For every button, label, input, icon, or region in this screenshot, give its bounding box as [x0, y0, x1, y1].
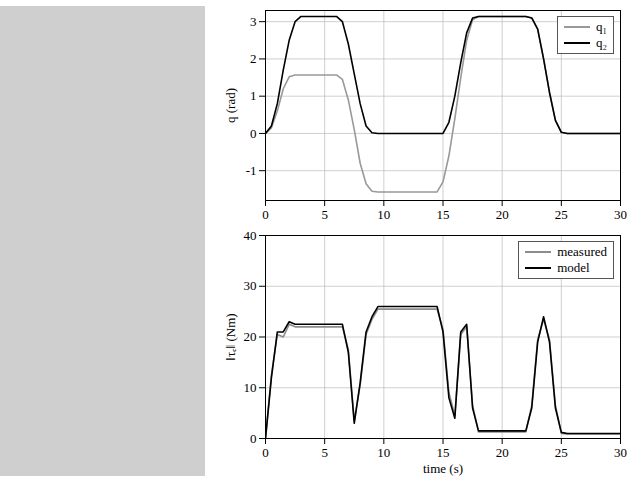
svg-text:0: 0: [262, 207, 269, 222]
svg-text:30: 30: [244, 278, 257, 293]
svg-text:30: 30: [614, 445, 627, 460]
html-text:q₁: q₁: [596, 19, 607, 34]
svg-text:q (rad): q (rad): [223, 88, 238, 123]
svg-text:0: 0: [250, 431, 257, 446]
svg-text:30: 30: [614, 207, 627, 222]
svg-text:0: 0: [250, 126, 257, 141]
svg-text:5: 5: [321, 445, 328, 460]
svg-text:2: 2: [250, 51, 257, 66]
svg-text:1: 1: [250, 88, 257, 103]
svg-text:10: 10: [377, 445, 390, 460]
svg-text:20: 20: [496, 445, 509, 460]
svg-text:20: 20: [496, 207, 509, 222]
html-text:q₂: q₂: [596, 35, 607, 50]
svg-text:40: 40: [244, 228, 257, 243]
html-text:model: model: [557, 260, 590, 275]
svg-text:10: 10: [244, 380, 257, 395]
svg-text:25: 25: [555, 207, 568, 222]
svg-text:15: 15: [437, 445, 450, 460]
svg-text:time (s): time (s): [423, 461, 463, 476]
svg-text:20: 20: [244, 329, 257, 344]
html-text:measured: measured: [557, 244, 607, 259]
svg-text:10: 10: [377, 207, 390, 222]
svg-text:25: 25: [555, 445, 568, 460]
svg-text:-1: -1: [246, 163, 257, 178]
svg-text:‖τₑ‖ (Nm): ‖τₑ‖ (Nm): [223, 313, 238, 360]
svg-text:15: 15: [437, 207, 450, 222]
svg-text:5: 5: [321, 207, 328, 222]
svg-text:3: 3: [250, 14, 257, 29]
svg-text:0: 0: [262, 445, 269, 460]
